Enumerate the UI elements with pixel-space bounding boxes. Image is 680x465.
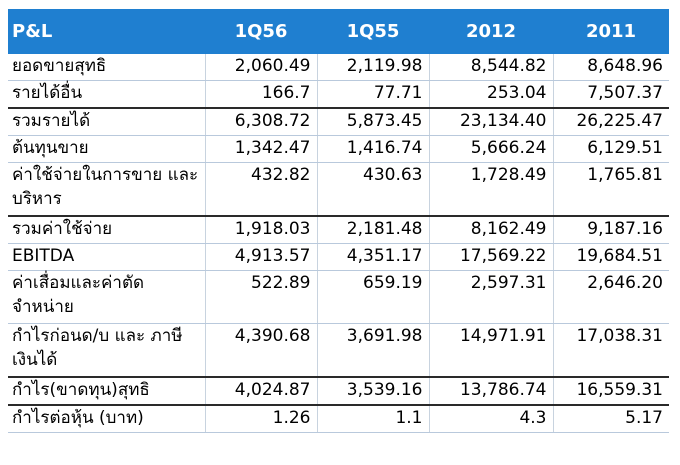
cell-2012: 253.04 [428,80,553,109]
cell-1q56: 432.82 [204,162,317,217]
row-label: กำไรต่อหุ้น (บาท) [8,405,205,433]
row-label: EBITDA [8,243,205,271]
row-label: ค่าใช้จ่ายในการขาย และบริหาร [8,162,205,217]
cell-1q55: 5,873.45 [316,107,429,136]
cell-2012: 23,134.40 [428,107,553,136]
cell-1q56: 1,342.47 [204,135,317,163]
cell-1q56: 1,918.03 [204,215,317,244]
cell-1q55: 77.71 [316,80,429,109]
table-row: รายได้อื่น 166.7 77.71 253.04 7,507.37 [8,80,669,109]
cell-2012: 17,569.22 [428,243,553,271]
cell-2012: 1,728.49 [428,162,553,217]
cell-2011: 19,684.51 [552,243,669,271]
cell-1q55: 4,351.17 [316,243,429,271]
row-label: รายได้อื่น [8,80,205,109]
cell-1q56: 166.7 [204,80,317,109]
cell-2012: 14,971.91 [428,323,553,378]
cell-2012: 2,597.31 [428,270,553,324]
cell-1q56: 1.26 [204,405,317,433]
cell-1q55: 2,181.48 [316,215,429,244]
table-row: ต้นทุนขาย 1,342.47 1,416.74 5,666.24 6,1… [8,135,669,163]
table-row: EBITDA 4,913.57 4,351.17 17,569.22 19,68… [8,243,669,271]
cell-1q56: 4,913.57 [204,243,317,271]
pl-table: P&L 1Q56 1Q55 2012 2011 ยอดขายสุทธิ 2,06… [8,9,669,433]
cell-2012: 8,162.49 [428,215,553,244]
header-2012: 2012 [429,9,553,54]
cell-1q55: 2,119.98 [316,54,429,81]
cell-2011: 17,038.31 [552,323,669,378]
cell-2011: 7,507.37 [552,80,669,109]
table-row: ค่าใช้จ่ายในการขาย และบริหาร 432.82 430.… [8,162,669,217]
cell-1q55: 3,539.16 [316,376,429,406]
row-label: ค่าเสื่อมและค่าตัด จำหน่าย [8,270,205,324]
row-label: ยอดขายสุทธิ [8,54,205,81]
cell-1q55: 3,691.98 [316,323,429,378]
cell-1q55: 1.1 [316,405,429,433]
header-1q56: 1Q56 [205,9,317,54]
cell-1q56: 522.89 [204,270,317,324]
table-row: กำไรก่อนด/บ และ ภาษีเงินได้ 4,390.68 3,6… [8,323,669,378]
table-row: รวมค่าใช้จ่าย 1,918.03 2,181.48 8,162.49… [8,215,669,244]
row-label: กำไร(ขาดทุน)สุทธิ [8,376,205,406]
header-2011: 2011 [553,9,669,54]
table-row: กำไรต่อหุ้น (บาท) 1.26 1.1 4.3 5.17 [8,405,669,433]
cell-2011: 26,225.47 [552,107,669,136]
header-row: P&L 1Q56 1Q55 2012 2011 [8,9,669,54]
cell-2011: 9,187.16 [552,215,669,244]
table-row: ยอดขายสุทธิ 2,060.49 2,119.98 8,544.82 8… [8,54,669,81]
cell-2011: 16,559.31 [552,376,669,406]
cell-1q56: 2,060.49 [204,54,317,81]
cell-2011: 8,648.96 [552,54,669,81]
header-label: P&L [8,9,205,54]
cell-1q55: 1,416.74 [316,135,429,163]
table-row: ค่าเสื่อมและค่าตัด จำหน่าย 522.89 659.19… [8,270,669,324]
table-row: กำไร(ขาดทุน)สุทธิ 4,024.87 3,539.16 13,7… [8,376,669,406]
row-label: ต้นทุนขาย [8,135,205,163]
cell-2012: 5,666.24 [428,135,553,163]
cell-1q56: 4,024.87 [204,376,317,406]
cell-1q55: 659.19 [316,270,429,324]
row-label: รวมรายได้ [8,107,205,136]
cell-2012: 4.3 [428,405,553,433]
cell-2011: 5.17 [552,405,669,433]
table-row: รวมรายได้ 6,308.72 5,873.45 23,134.40 26… [8,107,669,136]
cell-2012: 8,544.82 [428,54,553,81]
cell-2011: 1,765.81 [552,162,669,217]
cell-1q55: 430.63 [316,162,429,217]
cell-2011: 6,129.51 [552,135,669,163]
cell-1q56: 6,308.72 [204,107,317,136]
row-label: รวมค่าใช้จ่าย [8,215,205,244]
row-label: กำไรก่อนด/บ และ ภาษีเงินได้ [8,323,205,378]
header-1q55: 1Q55 [317,9,429,54]
cell-2012: 13,786.74 [428,376,553,406]
cell-2011: 2,646.20 [552,270,669,324]
cell-1q56: 4,390.68 [204,323,317,378]
